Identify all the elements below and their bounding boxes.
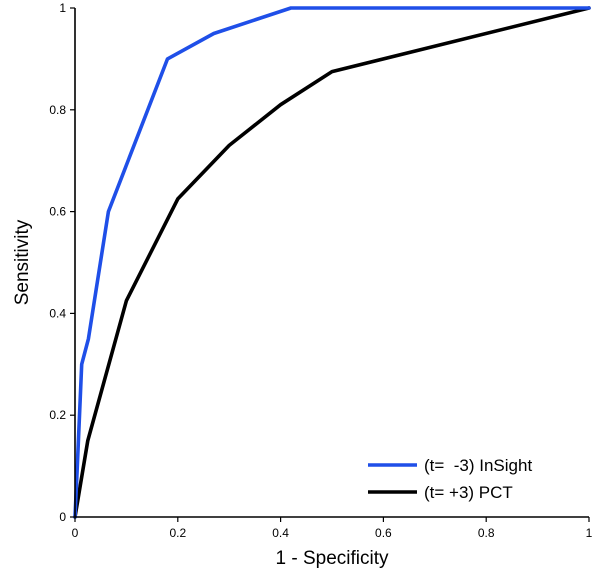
y-tick-label: 0 <box>59 510 66 524</box>
x-tick-label: 1 <box>586 526 593 540</box>
y-tick-label: 0.8 <box>49 103 66 117</box>
y-tick-label: 0.6 <box>49 205 66 219</box>
series-line-1 <box>73 6 591 519</box>
x-tick-label: 0.8 <box>478 526 495 540</box>
x-axis-title: 1 - Specificity <box>276 548 389 569</box>
y-tick-label: 0.2 <box>49 408 66 422</box>
y-tick-label: 1 <box>59 1 66 15</box>
axes-frame <box>74 8 589 518</box>
series-layer <box>73 6 591 519</box>
y-tick-label: 0.4 <box>49 306 66 320</box>
y-axis-title: Sensitivity <box>12 219 33 305</box>
legend: (t= -3) InSight (t= +3) PCT <box>368 456 532 502</box>
series-line-0 <box>73 6 591 519</box>
legend-label-0: (t= -3) InSight <box>424 456 532 475</box>
x-tick-label: 0.2 <box>169 526 186 540</box>
x-tick-label: 0.6 <box>375 526 392 540</box>
x-tick-label: 0.4 <box>272 526 289 540</box>
ticks-layer: 0 0.2 0.4 0.6 0.8 1 0 0.2 0.4 0.6 0.8 1 <box>49 1 592 540</box>
x-tick-label: 0 <box>72 526 79 540</box>
legend-label-1: (t= +3) PCT <box>424 483 513 502</box>
